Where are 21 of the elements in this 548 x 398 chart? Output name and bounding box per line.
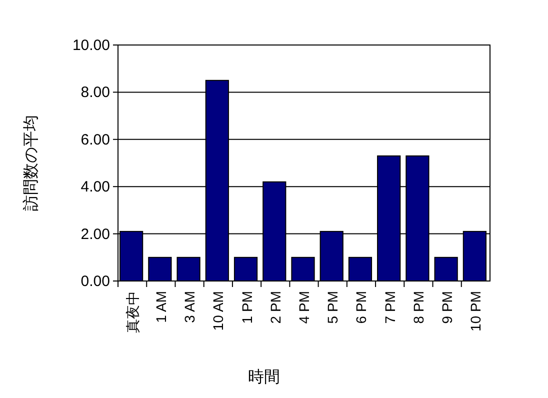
x-tick-label: 1 AM <box>152 291 169 323</box>
x-tick-label: 7 PM <box>382 291 398 324</box>
x-tick-label: 10 AM <box>210 291 226 331</box>
x-tick-label: 10 PM <box>468 291 484 332</box>
y-tick-label: 6.00 <box>80 131 110 148</box>
x-tick-label: 3 AM <box>182 291 198 323</box>
x-axis-title: 時間 <box>248 368 280 386</box>
y-tick-label: 0.00 <box>80 273 110 290</box>
y-tick-label: 4.00 <box>80 178 110 196</box>
x-tick-label: 8 PM <box>410 291 426 324</box>
y-axis-title: 訪問数の平均 <box>22 115 40 211</box>
x-tick-label: 4 PM <box>296 291 312 324</box>
y-tick-label: 8.00 <box>80 84 110 102</box>
x-tick-label: 9 PM <box>439 291 456 324</box>
x-tick-label: 6 PM <box>353 291 370 324</box>
x-tick-label: 1 PM <box>238 291 255 324</box>
x-tick-label: 2 PM <box>267 291 284 324</box>
x-tick-label: 真夜中 <box>124 291 140 333</box>
y-tick-label: 10.00 <box>72 37 110 54</box>
y-tick-label: 2.00 <box>80 226 110 243</box>
x-tick-label: 5 PM <box>324 291 341 324</box>
